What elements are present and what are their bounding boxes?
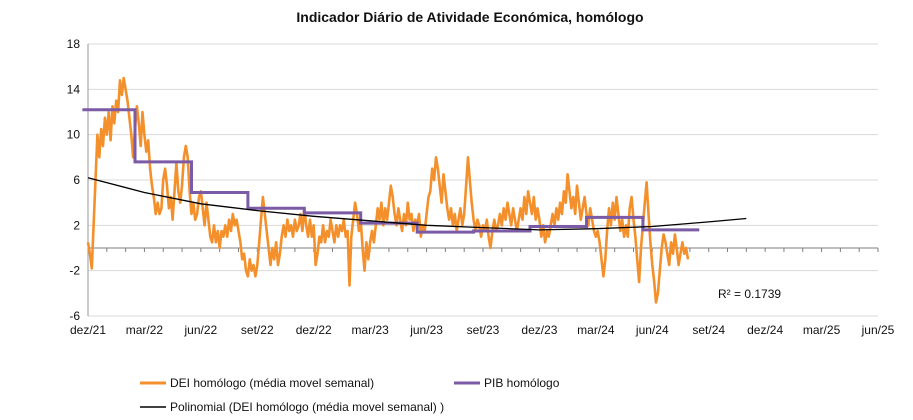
y-axis: 18 14 10 6 2 -2 -6 <box>67 37 89 323</box>
y-tick-label: 6 <box>73 173 80 187</box>
series-line-pib <box>82 108 700 234</box>
series-polinomial <box>87 177 747 231</box>
x-tick-label: jun/24 <box>635 323 669 337</box>
x-tick-label: set/22 <box>241 323 274 337</box>
legend-label-polinomial: Polinomial (DEI homólogo (média movel se… <box>170 400 444 414</box>
x-tick-label: mar/22 <box>126 323 164 337</box>
x-tick-label: dez/22 <box>296 323 332 337</box>
x-axis: dez/21 mar/22 jun/22 set/22 dez/22 mar/23 jun/… <box>70 323 895 337</box>
series-line-polinomial <box>87 177 747 231</box>
x-tick-label: mar/23 <box>351 323 389 337</box>
legend-label-pib: PIB homólogo <box>484 376 560 390</box>
series-pib <box>82 108 700 234</box>
plot-area <box>82 76 747 304</box>
y-tick-label: -6 <box>69 309 80 323</box>
x-tick-label: mar/25 <box>803 323 841 337</box>
x-tick-label: dez/23 <box>521 323 557 337</box>
x-tick-label: dez/21 <box>70 323 106 337</box>
x-tick-label: dez/24 <box>747 323 783 337</box>
x-tick-label: mar/24 <box>577 323 615 337</box>
y-tick-label: -2 <box>69 264 80 278</box>
chart-title: Indicador Diário de Atividade Económica,… <box>296 9 643 25</box>
y-tick-label: 10 <box>67 128 81 142</box>
legend-label-dei: DEI homólogo (média movel semanal) <box>170 376 374 390</box>
x-tick-label: jun/22 <box>184 323 218 337</box>
legend: DEI homólogo (média movel semanal) PIB h… <box>140 376 560 414</box>
x-tick-label: set/24 <box>692 323 725 337</box>
r-squared-annotation: R² = 0.1739 <box>718 287 781 301</box>
x-tick-label: jun/25 <box>861 323 895 337</box>
x-tick-label: jun/23 <box>409 323 443 337</box>
y-tick-label: 18 <box>67 37 81 51</box>
y-tick-label: 2 <box>73 218 80 232</box>
x-tick-label: set/23 <box>467 323 500 337</box>
y-tick-label: 14 <box>67 82 81 96</box>
